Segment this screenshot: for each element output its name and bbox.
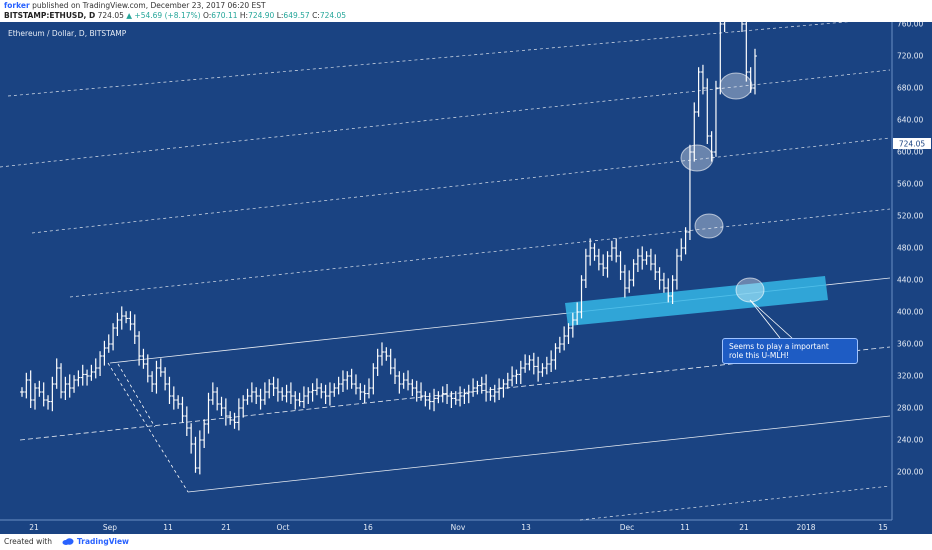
y-tick-label: 760.00 [897, 22, 923, 29]
chart-title: Ethereum / Dollar, D, BITSTAMP [8, 29, 127, 38]
annotation-line-2: role this U-MLH! [729, 351, 790, 360]
publish-line: forker published on TradingView.com, Dec… [4, 1, 266, 10]
y-tick-label: 600.00 [897, 148, 923, 157]
y-tick-label: 280.00 [897, 404, 923, 413]
annotation-callout[interactable]: Seems to play a important role this U-ML… [722, 338, 858, 364]
x-tick-label: Dec [620, 523, 635, 532]
x-tick-label: 2018 [796, 523, 815, 532]
x-tick-label: 21 [221, 523, 231, 532]
y-tick-label: 640.00 [897, 116, 923, 125]
price-bars[interactable] [20, 22, 757, 475]
x-axis-ticks: 21 Sep 11 21 Oct 16 Nov 13 Dec 11 21 2018 15 [29, 523, 888, 532]
y-tick-label: 560.00 [897, 180, 923, 189]
tradingview-cloud-icon [62, 538, 74, 545]
x-tick-label: Oct [277, 523, 290, 532]
x-tick-label: 11 [680, 523, 690, 532]
current-price-label: 724.05 [899, 140, 925, 149]
y-tick-label: 240.00 [897, 436, 923, 445]
price-axis[interactable] [892, 22, 932, 534]
close-value: 724.05 [319, 11, 347, 20]
y-tick-label: 520.00 [897, 212, 923, 221]
annotation-line-1: Seems to play a important [729, 342, 829, 351]
price-chart[interactable]: 200.00 240.00 280.00 320.00 360.00 400.00 440.… [0, 22, 932, 534]
symbol-label: BITSTAMP:ETHUSD, D [4, 11, 96, 20]
y-axis-ticks: 200.00 240.00 280.00 320.00 360.00 400.00 440.… [897, 22, 923, 477]
y-tick-label: 200.00 [897, 468, 923, 477]
y-tick-label: 480.00 [897, 244, 923, 253]
y-tick-label: 360.00 [897, 340, 923, 349]
x-tick-label: 13 [521, 523, 531, 532]
high-value: 724.90 [248, 11, 275, 20]
close-label: C: [312, 11, 320, 20]
x-tick-label: Sep [103, 523, 117, 532]
chart-header: forker published on TradingView.com, Dec… [0, 0, 932, 22]
y-tick-label: 680.00 [897, 84, 923, 93]
y-tick-label: 320.00 [897, 372, 923, 381]
x-tick-label: 16 [363, 523, 373, 532]
x-tick-label: 15 [878, 523, 888, 532]
footer: Created with TradingView [0, 534, 932, 550]
x-tick-label: 11 [163, 523, 173, 532]
time-axis[interactable] [0, 520, 892, 534]
open-label: O: [202, 11, 212, 20]
low-value: 649.57 [283, 11, 310, 20]
author-link[interactable]: forker [4, 1, 30, 10]
callout-connector [749, 299, 793, 339]
price-change: ▲ +54.69 (+8.17%) [126, 11, 201, 20]
tradingview-logo[interactable]: TradingView [77, 537, 129, 546]
x-tick-label: 21 [29, 523, 39, 532]
plot-area[interactable] [0, 22, 892, 520]
published-text: published on TradingView.com, December 2… [32, 1, 266, 10]
x-tick-label: 21 [739, 523, 749, 532]
x-tick-label: Nov [451, 523, 466, 532]
support-band[interactable] [565, 276, 828, 326]
high-label: H: [239, 11, 249, 20]
y-tick-label: 440.00 [897, 276, 923, 285]
highlight-circles[interactable] [680, 72, 765, 303]
current-price-tag [893, 138, 931, 149]
last-price: 724.05 [97, 11, 124, 20]
ohlc-line: BITSTAMP:ETHUSD, D 724.05 ▲ +54.69 (+8.1… [4, 11, 346, 20]
y-tick-label: 720.00 [897, 52, 923, 61]
low-label: L: [276, 11, 284, 20]
open-value: 670.11 [211, 11, 238, 20]
created-with-label: Created with [4, 537, 52, 546]
y-tick-label: 400.00 [897, 308, 923, 317]
